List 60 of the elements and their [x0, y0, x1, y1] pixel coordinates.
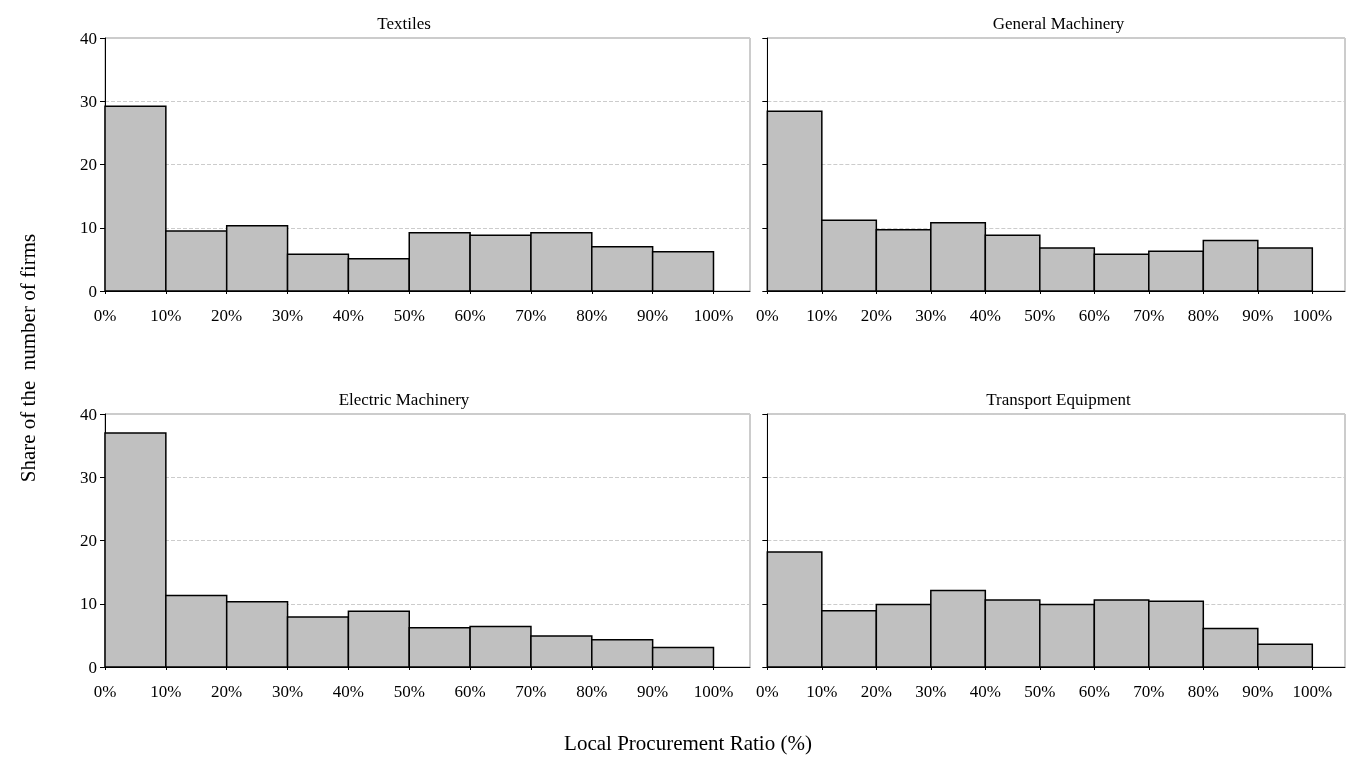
x-tick-label: 10% — [150, 682, 182, 701]
chart-title: Transport Equipment — [986, 390, 1131, 409]
x-tick-label: 70% — [1133, 682, 1165, 701]
x-tick-label: 50% — [393, 306, 425, 325]
x-tick-label: 20% — [860, 682, 892, 701]
x-tick-label: 80% — [576, 682, 608, 701]
x-tick-label: 10% — [806, 682, 838, 701]
y-axis-title: Share of the number of firms — [15, 233, 41, 483]
x-tick-label: 60% — [454, 682, 486, 701]
y-tick-label: 40 — [80, 28, 97, 48]
x-tick-label: 100% — [1292, 682, 1333, 701]
x-tick-label: 10% — [806, 306, 838, 325]
y-tick-label: 10 — [80, 594, 97, 614]
x-tick-label: 100% — [693, 306, 734, 325]
x-tick-label: 40% — [969, 682, 1001, 701]
x-tick-label: 100% — [693, 682, 734, 701]
x-tick-label: 20% — [211, 682, 243, 701]
x-tick-label: 30% — [271, 306, 304, 325]
y-tick-label: 10 — [80, 218, 97, 238]
x-tick-label: 40% — [332, 682, 364, 701]
x-tick-label: 50% — [393, 682, 425, 701]
x-tick-label: 70% — [1133, 306, 1165, 325]
x-tick-label: 30% — [915, 306, 947, 325]
x-tick-label: 60% — [1078, 682, 1110, 701]
x-tick-label: 90% — [1242, 306, 1274, 325]
x-tick-label: 40% — [332, 306, 364, 325]
x-tick-label: 0% — [93, 306, 117, 325]
x-tick-label: 50% — [1024, 306, 1056, 325]
x-tick-label: 80% — [576, 306, 608, 325]
chart-title: Textiles — [377, 14, 431, 33]
y-tick-label: 30 — [80, 91, 97, 111]
y-tick-label: 0 — [88, 657, 97, 677]
x-tick-label: 30% — [915, 682, 947, 701]
x-tick-label: 0% — [755, 306, 779, 325]
x-tick-label: 80% — [1187, 306, 1219, 325]
y-tick-label: 30 — [80, 467, 97, 487]
y-tick-label: 20 — [80, 155, 97, 174]
x-tick-label: 90% — [1242, 682, 1274, 701]
x-tick-label: 100% — [1292, 306, 1333, 325]
x-tick-label: 50% — [1024, 682, 1056, 701]
y-tick-label: 0 — [88, 281, 97, 301]
x-tick-label: 30% — [271, 682, 304, 701]
x-tick-label: 60% — [454, 306, 486, 325]
x-tick-label: 20% — [860, 306, 892, 325]
x-axis-title: Local Procurement Ratio (%) — [564, 730, 812, 756]
chart-title: General Machinery — [992, 14, 1125, 33]
x-tick-label: 40% — [969, 306, 1001, 325]
y-tick-label: 20 — [80, 531, 97, 550]
x-tick-label: 0% — [93, 682, 117, 701]
x-tick-label: 60% — [1078, 306, 1110, 325]
x-tick-label: 80% — [1187, 682, 1219, 701]
x-tick-label: 10% — [150, 306, 182, 325]
x-tick-label: 0% — [755, 682, 779, 701]
x-tick-label: 90% — [637, 682, 669, 701]
x-tick-label: 70% — [515, 682, 547, 701]
x-tick-label: 20% — [211, 306, 243, 325]
y-tick-label: 40 — [80, 404, 97, 424]
x-tick-label: 70% — [515, 306, 547, 325]
x-tick-label: 90% — [637, 306, 669, 325]
chart-title: Electric Machinery — [338, 390, 470, 409]
